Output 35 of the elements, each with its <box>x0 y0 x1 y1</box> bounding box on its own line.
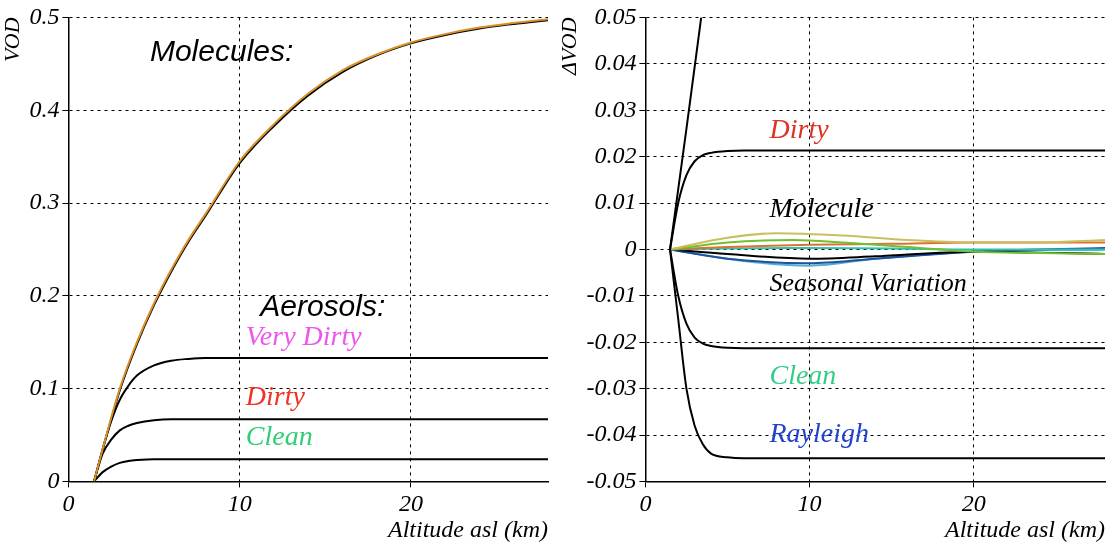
y-tick-label: 0.02 <box>594 141 637 168</box>
x-tick-label: 20 <box>398 490 423 517</box>
y-tick-label: 0 <box>624 234 637 261</box>
annotation: Aerosols: <box>258 288 386 322</box>
y-tick-label: 0.03 <box>594 95 637 122</box>
annotation: Dirty <box>768 113 830 145</box>
y-tick-label: -0.04 <box>586 420 637 447</box>
x-axis-title: Altitude asl (km) <box>943 515 1105 542</box>
y-tick-label: 0.3 <box>29 188 60 215</box>
y-tick-label: 0.1 <box>29 373 60 400</box>
y-tick-label: 0.01 <box>594 188 637 215</box>
y-axis-title: ΔVOD <box>555 17 581 76</box>
annotation: Clean <box>245 419 313 451</box>
y-tick-label: -0.03 <box>586 373 637 400</box>
y-tick-label: -0.05 <box>586 466 637 493</box>
y-tick-label: 0.05 <box>594 2 637 29</box>
y-tick-label: -0.01 <box>586 281 637 308</box>
y-tick-label: 0.2 <box>29 281 60 308</box>
annotation: Rayleigh <box>768 417 870 449</box>
annotation: Molecule <box>768 192 874 224</box>
y-axis-title: VOD <box>0 17 24 62</box>
x-tick-label: 10 <box>227 490 252 517</box>
y-tick-label: 0.4 <box>29 95 60 122</box>
x-axis-title: Altitude asl (km) <box>386 515 548 542</box>
annotation: Very Dirty <box>245 319 363 351</box>
x-tick-label: 20 <box>961 490 986 517</box>
x-tick-label: 10 <box>797 490 822 517</box>
annotation: Seasonal Variation <box>769 268 967 298</box>
y-tick-label: 0.5 <box>29 2 60 29</box>
annotation: Dirty <box>244 380 306 412</box>
annotation: Clean <box>769 359 837 391</box>
y-tick-label: -0.02 <box>586 327 637 354</box>
y-tick-label: 0.04 <box>594 49 637 76</box>
y-tick-label: 0 <box>47 466 60 493</box>
annotation: Molecules: <box>149 33 294 67</box>
